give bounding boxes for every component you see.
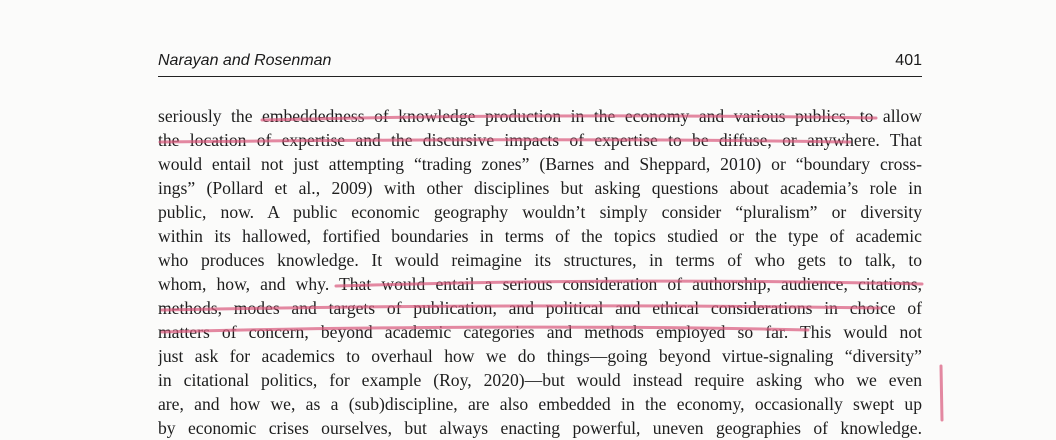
text-line: just ask for academics to overhaul how w… (158, 346, 922, 366)
text-line: by economic crises ourselves, but always… (158, 418, 922, 438)
margin-mark (939, 364, 944, 422)
text-line: the location of expertise and the discur… (158, 130, 922, 150)
text-line: ings” (Pollard et al., 2009) with other … (158, 178, 922, 198)
text-line: public, now. A public economic geography… (158, 202, 922, 222)
text-line: methods, modes and targets of publicatio… (158, 298, 922, 318)
text-line: who produces knowledge. It would reimagi… (158, 250, 922, 270)
text-line: would entail not just attempting “tradin… (158, 154, 922, 174)
page-number: 401 (895, 52, 922, 69)
text-line: within its hallowed, fortified boundarie… (158, 226, 922, 246)
text-line: are, and how we, as a (sub)discipline, a… (158, 394, 922, 414)
body-paragraph: seriously the embeddedness of knowledge … (158, 104, 922, 440)
running-header-author: Narayan and Rosenman (158, 52, 332, 69)
text-line: matters of concern, beyond academic cate… (158, 322, 922, 342)
text-line: whom, how, and why. That would entail a … (158, 274, 922, 294)
text-line: seriously the embeddedness of knowledge … (158, 106, 922, 126)
text-line: in citational politics, for example (Roy… (158, 370, 922, 390)
running-header: Narayan and Rosenman 401 (158, 50, 922, 77)
